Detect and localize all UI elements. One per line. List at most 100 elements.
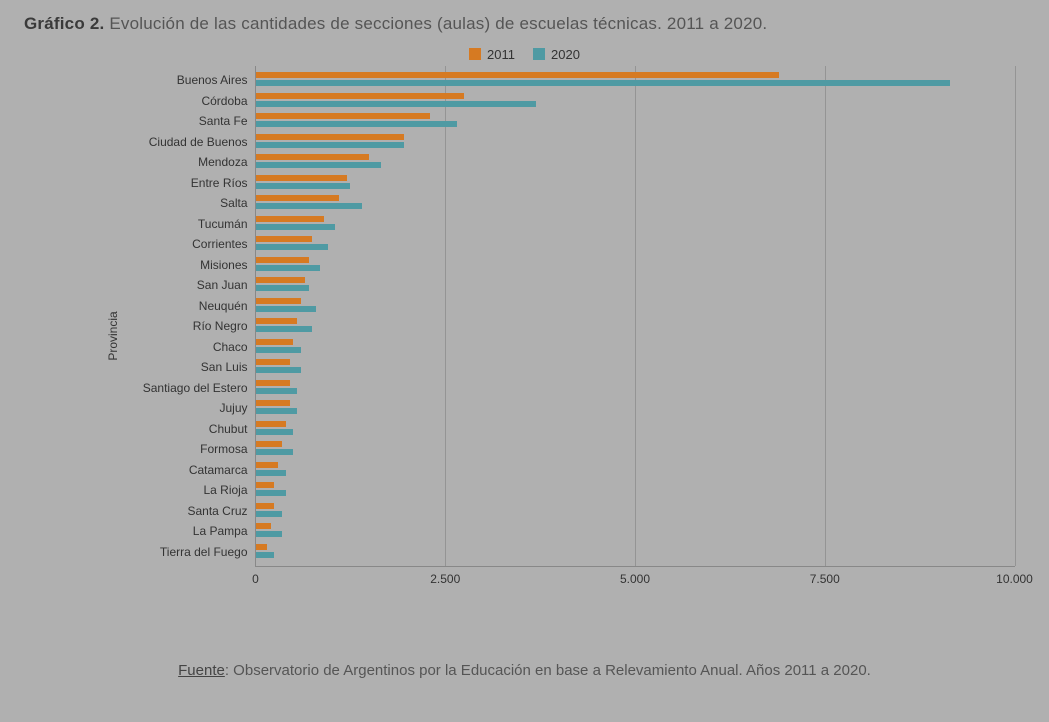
bar-2011 xyxy=(256,298,302,304)
table-row: Tucumán xyxy=(256,214,1015,235)
bar-2020 xyxy=(256,121,457,127)
bar-2011 xyxy=(256,318,298,324)
table-row: Chaco xyxy=(256,337,1015,358)
bar-2011 xyxy=(256,257,309,263)
category-label: Chubut xyxy=(209,422,256,436)
table-row: San Juan xyxy=(256,275,1015,296)
category-label: Tierra del Fuego xyxy=(160,545,256,559)
bar-2011 xyxy=(256,380,290,386)
category-label: Neuquén xyxy=(199,299,256,313)
table-row: Catamarca xyxy=(256,460,1015,481)
category-label: Catamarca xyxy=(189,463,256,477)
bar-2020 xyxy=(256,183,351,189)
bar-2020 xyxy=(256,244,328,250)
legend-swatch-2020 xyxy=(533,48,545,60)
table-row: Córdoba xyxy=(256,91,1015,112)
bar-2020 xyxy=(256,285,309,291)
table-row: Río Negro xyxy=(256,316,1015,337)
bar-2020 xyxy=(256,408,298,414)
bar-2020 xyxy=(256,388,298,394)
bar-2011 xyxy=(256,523,271,529)
table-row: Chubut xyxy=(256,419,1015,440)
category-label: San Juan xyxy=(197,278,256,292)
legend: 2011 2020 xyxy=(25,42,1025,66)
table-row: Mendoza xyxy=(256,152,1015,173)
category-label: Santa Fe xyxy=(199,114,256,128)
table-row: Santiago del Estero xyxy=(256,378,1015,399)
category-label: Corrientes xyxy=(192,237,255,251)
bar-2011 xyxy=(256,503,275,509)
legend-swatch-2011 xyxy=(469,48,481,60)
x-tick-label: 10.000 xyxy=(996,572,1033,586)
category-label: Chaco xyxy=(213,340,256,354)
category-label: Salta xyxy=(220,196,255,210)
y-axis-title: Provincia xyxy=(106,311,120,360)
bar-2020 xyxy=(256,224,336,230)
table-row: Corrientes xyxy=(256,234,1015,255)
category-label: Jujuy xyxy=(219,401,255,415)
bar-2020 xyxy=(256,142,404,148)
bar-2020 xyxy=(256,326,313,332)
category-label: Misiones xyxy=(200,258,255,272)
bar-2011 xyxy=(256,277,305,283)
table-row: Tierra del Fuego xyxy=(256,542,1015,563)
chart: 2011 2020 Provincia 02.5005.0007.50010.0… xyxy=(25,42,1025,652)
table-row: Buenos Aires xyxy=(256,70,1015,91)
table-row: Misiones xyxy=(256,255,1015,276)
chart-footer: Fuente: Observatorio de Argentinos por l… xyxy=(24,662,1025,679)
bar-2020 xyxy=(256,203,362,209)
x-tick-label: 0 xyxy=(252,572,259,586)
bar-2020 xyxy=(256,347,302,353)
bar-2011 xyxy=(256,154,370,160)
bar-2020 xyxy=(256,429,294,435)
bar-2020 xyxy=(256,306,317,312)
bar-2020 xyxy=(256,511,283,517)
bar-2011 xyxy=(256,113,431,119)
legend-label-2020: 2020 xyxy=(551,47,580,62)
bars-area: 02.5005.0007.50010.000Buenos AiresCórdob… xyxy=(255,66,1015,567)
table-row: San Luis xyxy=(256,357,1015,378)
table-row: Santa Fe xyxy=(256,111,1015,132)
page: Gráfico 2. Evolución de las cantidades d… xyxy=(0,0,1049,722)
footer-source-text: : Observatorio de Argentinos por la Educ… xyxy=(225,662,871,679)
bar-2011 xyxy=(256,339,294,345)
bar-2011 xyxy=(256,72,780,78)
bar-2020 xyxy=(256,101,537,107)
bar-2011 xyxy=(256,400,290,406)
category-label: Formosa xyxy=(200,442,255,456)
category-label: Ciudad de Buenos xyxy=(149,135,256,149)
table-row: La Pampa xyxy=(256,521,1015,542)
category-label: San Luis xyxy=(201,360,256,374)
category-label: Río Negro xyxy=(193,319,256,333)
bar-2011 xyxy=(256,482,275,488)
bar-2011 xyxy=(256,441,283,447)
plot-area: Provincia 02.5005.0007.50010.000Buenos A… xyxy=(25,66,1025,606)
bar-2020 xyxy=(256,449,294,455)
chart-title-rest: Evolución de las cantidades de secciones… xyxy=(104,14,767,33)
bar-2011 xyxy=(256,236,313,242)
bar-2011 xyxy=(256,216,324,222)
bar-2020 xyxy=(256,265,321,271)
bar-2020 xyxy=(256,470,286,476)
bar-2011 xyxy=(256,195,339,201)
category-label: Entre Ríos xyxy=(191,176,256,190)
table-row: Salta xyxy=(256,193,1015,214)
category-label: Córdoba xyxy=(201,94,255,108)
bar-2020 xyxy=(256,490,286,496)
bar-2011 xyxy=(256,93,465,99)
x-tick-label: 5.000 xyxy=(620,572,650,586)
chart-title: Gráfico 2. Evolución de las cantidades d… xyxy=(24,14,1025,34)
bar-2011 xyxy=(256,175,347,181)
bar-2011 xyxy=(256,134,404,140)
category-label: La Pampa xyxy=(193,524,256,538)
bar-2020 xyxy=(256,80,950,86)
category-label: La Rioja xyxy=(203,483,255,497)
bar-2020 xyxy=(256,162,381,168)
category-label: Mendoza xyxy=(198,155,255,169)
x-tick-label: 7.500 xyxy=(810,572,840,586)
footer-source-label: Fuente xyxy=(178,662,225,679)
table-row: Ciudad de Buenos xyxy=(256,132,1015,153)
legend-item-2011: 2011 xyxy=(469,47,515,62)
legend-label-2011: 2011 xyxy=(487,47,515,62)
gridline xyxy=(1015,66,1016,566)
